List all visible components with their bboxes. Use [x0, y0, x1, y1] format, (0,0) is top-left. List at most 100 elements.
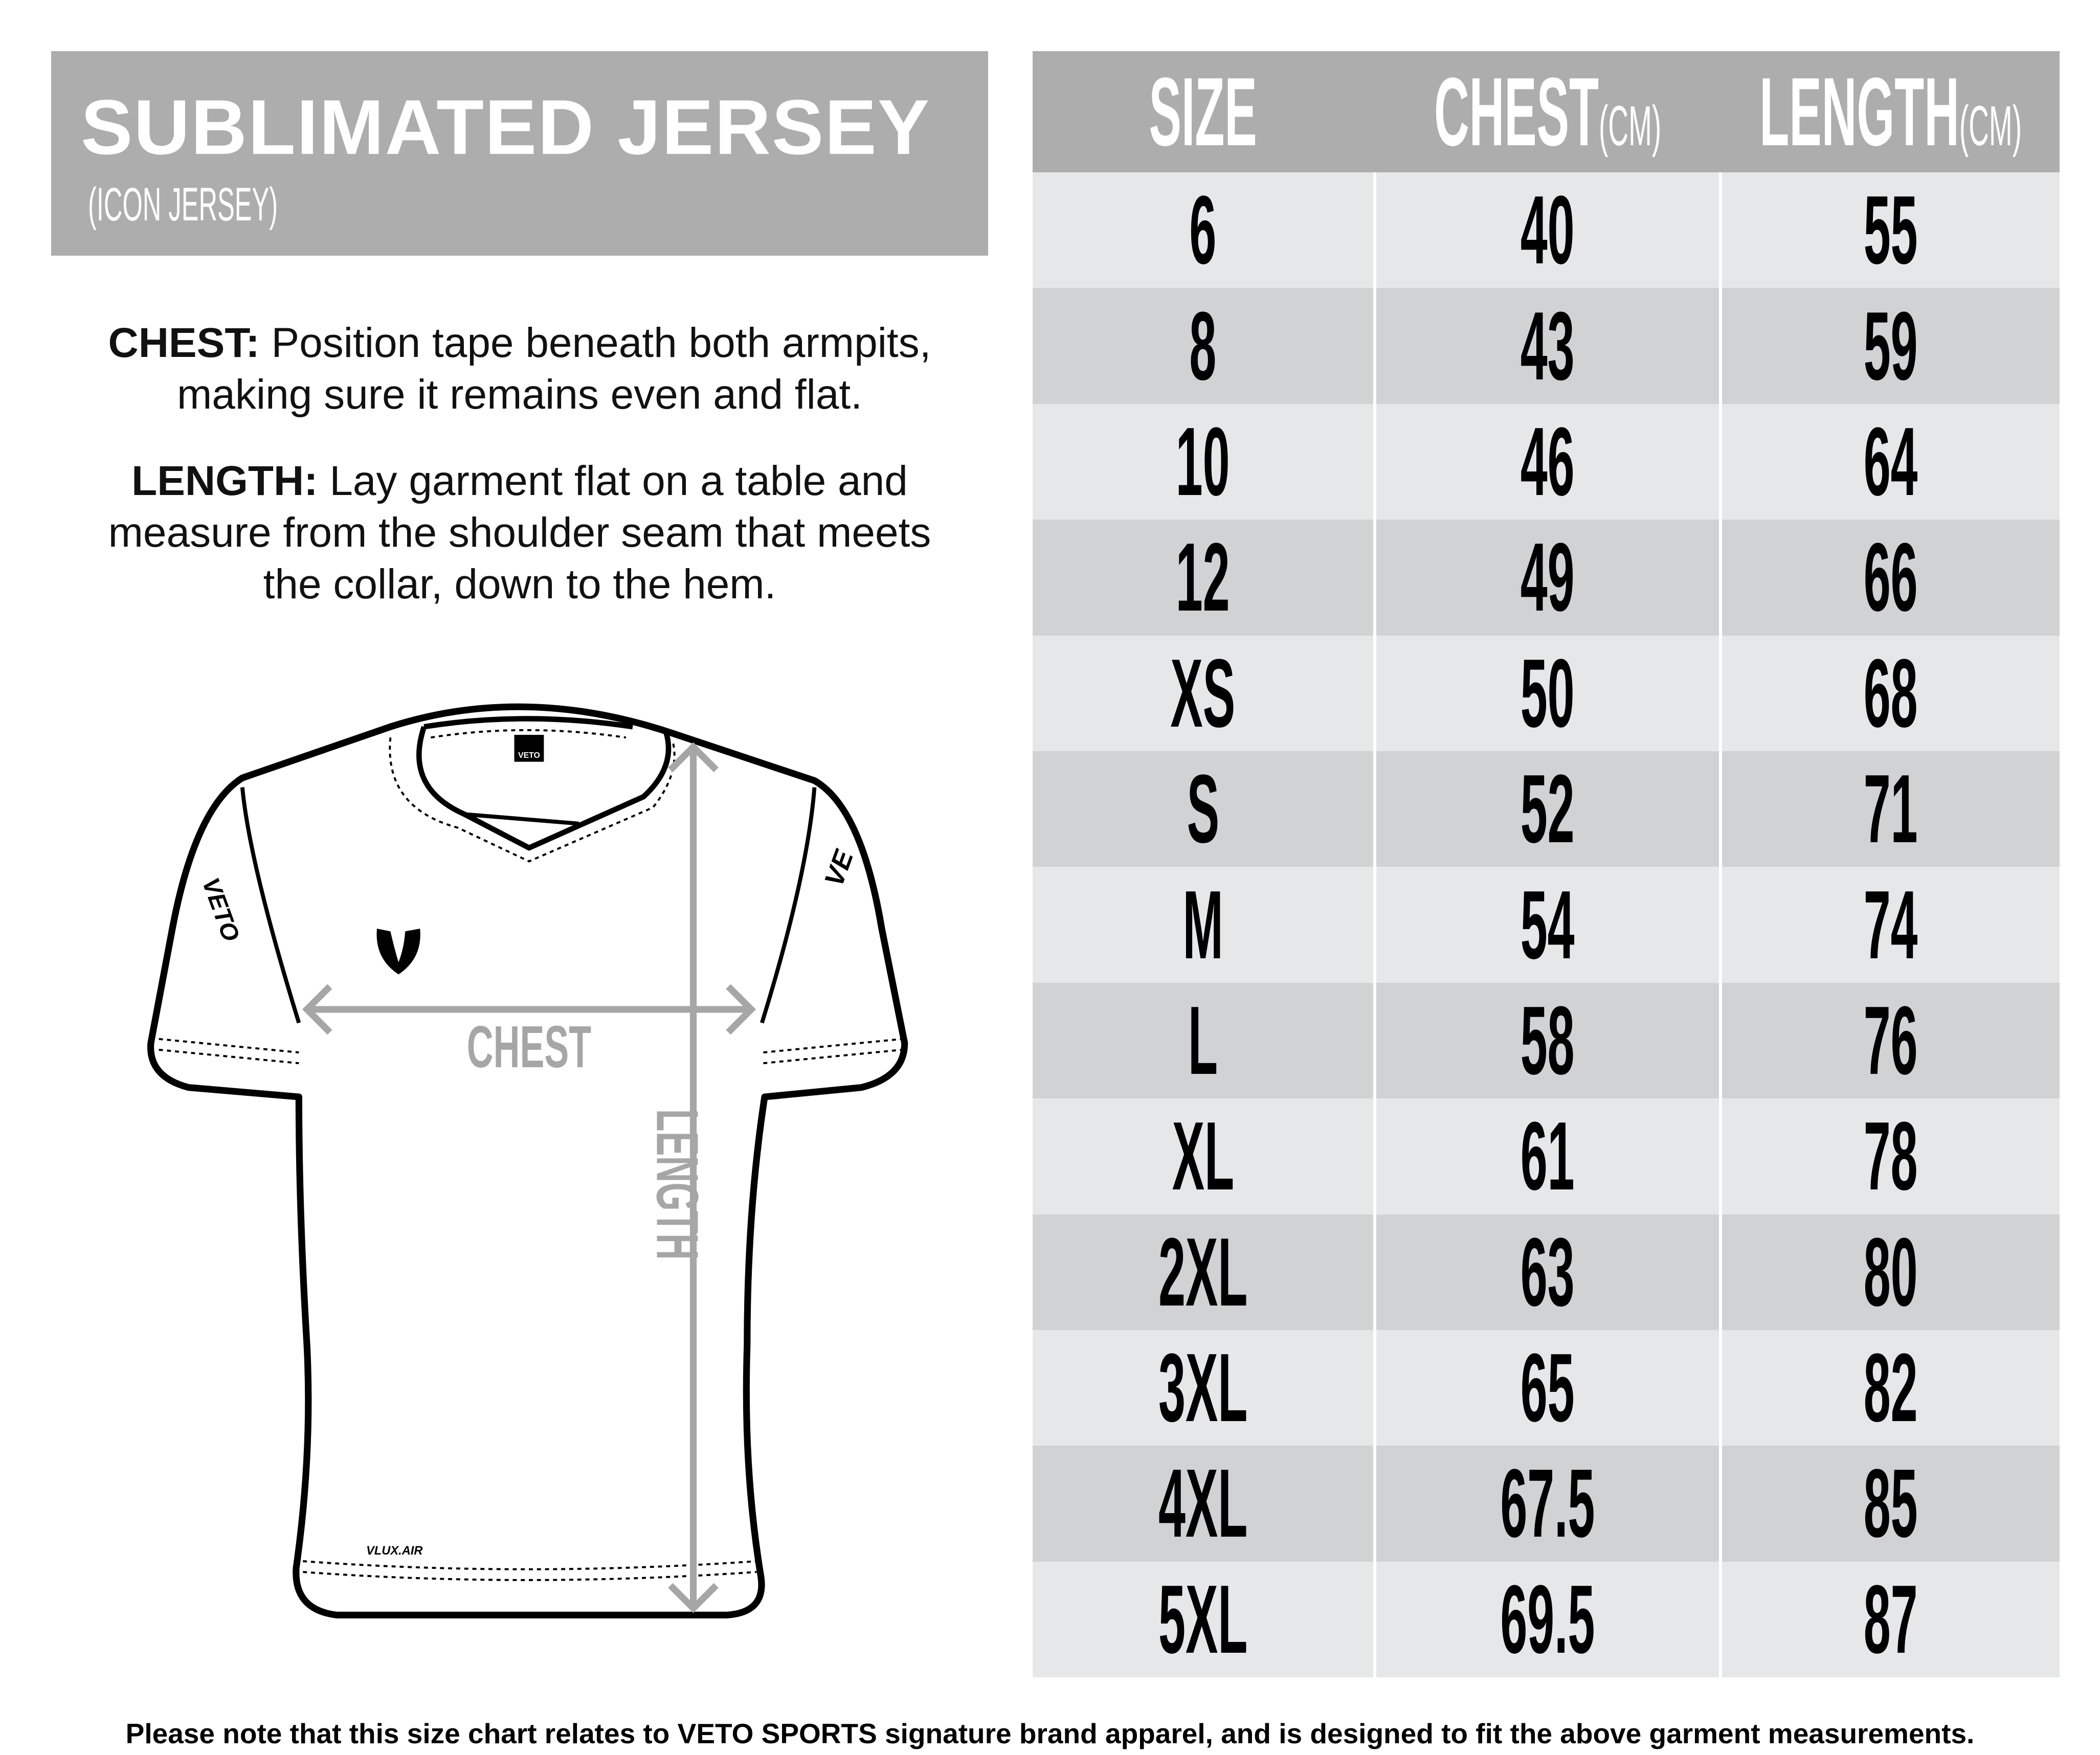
size-value: XS: [1170, 639, 1236, 748]
length-cell: 85: [1722, 1446, 2060, 1562]
size-value: 10: [1176, 407, 1230, 516]
table-row: 4XL 67.5 85: [1033, 1446, 2060, 1562]
measurement-arrows: [302, 742, 756, 1613]
table-row: 5XL 69.5 87: [1033, 1561, 2060, 1678]
size-cell: XL: [1033, 1098, 1373, 1214]
chest-instructions: CHEST: Position tape beneath both armpit…: [51, 317, 988, 420]
table-body: 6 40 55 8 43 59 10 46 64 12 49 66 XS 50 68 S 52 71 M 54 74 L 5…: [1033, 172, 2060, 1678]
chest-value: 67.5: [1500, 1449, 1595, 1558]
chest-instruction-text: making sure it remains even and flat.: [177, 371, 862, 418]
size-value: 2XL: [1158, 1218, 1248, 1326]
header-unit: (CM): [1959, 94, 2022, 158]
length-value: 68: [1864, 639, 1918, 748]
size-value: 12: [1176, 523, 1230, 632]
size-cell: 8: [1033, 288, 1373, 404]
page-subtitle: (ICON JERSEY): [88, 178, 278, 231]
length-value: 64: [1864, 407, 1918, 516]
size-cell: M: [1033, 867, 1373, 983]
chest-value: 50: [1521, 639, 1575, 748]
table-row: L 58 76: [1033, 982, 2060, 1099]
sleeve-print-left: VETO: [197, 874, 245, 946]
length-instructions: LENGTH: Lay garment flat on a table and …: [51, 455, 988, 610]
size-cell: 2XL: [1033, 1214, 1373, 1330]
table-row: XS 50 68: [1033, 635, 2060, 751]
size-cell: 10: [1033, 403, 1373, 520]
hem-print: VLUX.AIR: [366, 1544, 422, 1558]
chest-value: 69.5: [1500, 1565, 1595, 1674]
length-value: 80: [1864, 1218, 1918, 1326]
header-chest: CHEST(CM): [1376, 51, 1719, 172]
length-value: 87: [1864, 1565, 1918, 1674]
table-row: 8 43 59: [1033, 288, 2060, 404]
length-instruction-text: Lay garment flat on a table and: [329, 458, 908, 504]
size-cell: 5XL: [1033, 1561, 1373, 1678]
table-row: 6 40 55: [1033, 172, 2060, 288]
length-diagram-label: LENGTH: [644, 1109, 710, 1260]
size-value: XL: [1172, 1102, 1234, 1211]
size-value: 8: [1189, 291, 1217, 400]
chest-instruction-label: CHEST:: [108, 320, 260, 366]
chest-cell: 49: [1376, 520, 1719, 636]
size-value: 6: [1189, 176, 1217, 285]
length-cell: 71: [1722, 751, 2060, 867]
length-value: 55: [1864, 176, 1918, 285]
collar-tag-text: VETO: [518, 751, 540, 760]
chest-cell: 54: [1376, 867, 1719, 983]
length-value: 82: [1864, 1334, 1918, 1443]
length-instruction-label: LENGTH:: [131, 458, 318, 504]
size-cell: 6: [1033, 172, 1373, 288]
length-cell: 59: [1722, 288, 2060, 404]
footer-note: Please note that this size chart relates…: [125, 1718, 1975, 1749]
length-cell: 82: [1722, 1330, 2060, 1446]
length-value: 66: [1864, 523, 1918, 632]
size-value: 4XL: [1158, 1449, 1248, 1558]
length-value: 59: [1864, 291, 1918, 400]
length-value: 76: [1864, 986, 1918, 1095]
table-row: S 52 71: [1033, 751, 2060, 867]
length-value: 85: [1864, 1449, 1918, 1558]
size-cell: 12: [1033, 520, 1373, 636]
size-cell: L: [1033, 982, 1373, 1099]
chest-instruction-text: Position tape beneath both armpits,: [271, 320, 931, 366]
length-cell: 78: [1722, 1098, 2060, 1214]
length-value: 71: [1864, 755, 1918, 864]
table-row: 3XL 65 82: [1033, 1330, 2060, 1446]
size-cell: XS: [1033, 635, 1373, 751]
chest-value: 65: [1521, 1334, 1575, 1443]
size-value: L: [1188, 986, 1218, 1095]
chest-cell: 40: [1376, 172, 1719, 288]
table-row: 12 49 66: [1033, 520, 2060, 636]
length-cell: 66: [1722, 520, 2060, 636]
header-label: LENGTH: [1759, 57, 1960, 166]
length-cell: 68: [1722, 635, 2060, 751]
chest-value: 54: [1521, 870, 1575, 979]
table-row: 10 46 64: [1033, 403, 2060, 520]
length-cell: 87: [1722, 1561, 2060, 1678]
table-row: XL 61 78: [1033, 1098, 2060, 1214]
chest-value: 58: [1521, 986, 1575, 1095]
header-label: CHEST: [1434, 57, 1599, 166]
length-cell: 55: [1722, 172, 2060, 288]
chest-cell: 61: [1376, 1098, 1719, 1214]
chest-cell: 69.5: [1376, 1561, 1719, 1678]
size-value: M: [1182, 870, 1223, 979]
page-title: SUBLIMATED JERSEY: [81, 84, 931, 171]
chest-value: 43: [1521, 291, 1575, 400]
size-table: SIZE CHEST(CM) LENGTH(CM) 6 40 55 8 43 59 10 46…: [1033, 51, 2060, 1678]
size-value: 3XL: [1158, 1334, 1248, 1443]
length-instruction-text: the collar, down to the hem.: [263, 561, 776, 608]
chest-value: 61: [1521, 1102, 1575, 1211]
chest-cell: 43: [1376, 288, 1719, 404]
table-header: SIZE CHEST(CM) LENGTH(CM): [1033, 51, 2060, 172]
arrow-right-icon: [726, 984, 756, 1035]
sleeve-print-right: VE: [819, 845, 860, 890]
chest-value: 46: [1521, 407, 1575, 516]
length-cell: 76: [1722, 982, 2060, 1099]
size-cell: 3XL: [1033, 1330, 1373, 1446]
chest-cell: 52: [1376, 751, 1719, 867]
size-cell: 4XL: [1033, 1446, 1373, 1562]
chest-value: 40: [1521, 176, 1575, 285]
size-cell: S: [1033, 751, 1373, 867]
length-value: 78: [1864, 1102, 1918, 1211]
header-size: SIZE: [1033, 51, 1373, 172]
